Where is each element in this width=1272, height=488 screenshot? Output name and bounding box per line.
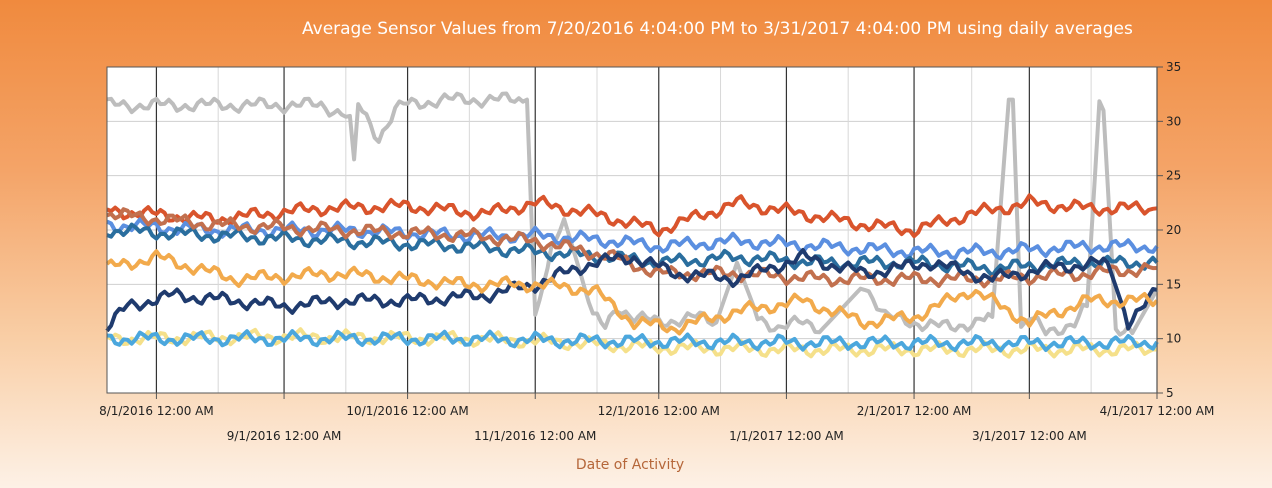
y-tick-label: 20 — [1166, 223, 1181, 237]
x-tick-label: 1/1/2017 12:00 AM — [729, 429, 844, 443]
x-tick-label: 8/1/2016 12:00 AM — [99, 404, 214, 418]
series-line-1 — [106, 91, 1159, 337]
y-tick-label: 10 — [1166, 332, 1181, 346]
y-tick-label: 15 — [1166, 277, 1181, 291]
y-tick-label: 30 — [1166, 114, 1181, 128]
x-axis-title: Date of Activity — [576, 457, 684, 473]
y-axis-ticks: 5 10 15 20 25 30 35 — [1157, 60, 1181, 400]
x-tick-label: 3/1/2017 12:00 AM — [972, 429, 1087, 443]
y-tick-label: 35 — [1166, 60, 1181, 74]
series-line-4 — [106, 222, 1159, 278]
series-line-5 — [106, 207, 1158, 289]
y-tick-label: 5 — [1166, 386, 1174, 400]
series-line-9 — [106, 329, 1159, 353]
x-tick-label: 9/1/2016 12:00 AM — [227, 429, 342, 443]
series-line-2 — [106, 193, 1158, 239]
x-tick-label: 12/1/2016 12:00 AM — [598, 404, 720, 418]
chart-title: Average Sensor Values from 7/20/2016 4:0… — [302, 19, 1133, 39]
x-axis-ticks: 8/1/2016 12:00 AM 9/1/2016 12:00 AM 10/1/2… — [99, 393, 1214, 443]
series-line-7 — [105, 249, 1159, 336]
x-tick-label: 11/1/2016 12:00 AM — [474, 429, 596, 443]
x-tick-label: 4/1/2017 12:00 AM — [1100, 404, 1215, 418]
series-line-6 — [105, 248, 1158, 333]
series-lines — [105, 91, 1159, 359]
x-tick-label: 10/1/2016 12:00 AM — [346, 404, 468, 418]
x-tick-label: 2/1/2017 12:00 AM — [857, 404, 972, 418]
y-tick-label: 25 — [1166, 169, 1181, 183]
